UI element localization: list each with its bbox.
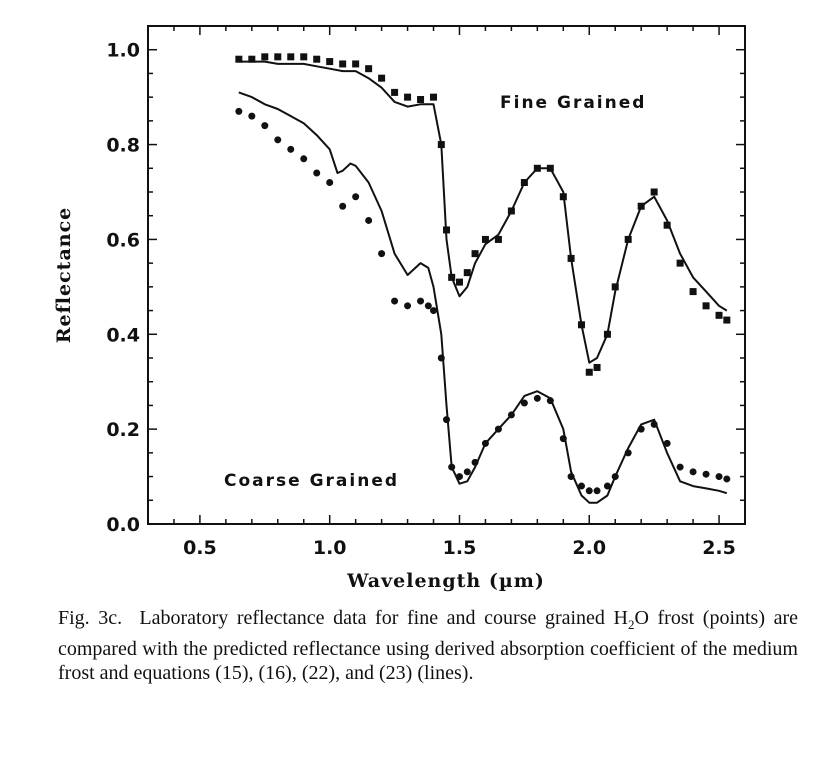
data-point [404,93,412,101]
data-point [287,145,295,153]
data-point [676,463,684,471]
y-tick-label: 0.6 [106,229,140,251]
data-point [471,250,479,258]
data-point [494,235,502,243]
y-axis-title: Reflectance [53,207,75,344]
data-point [326,179,334,187]
series-layer [235,53,731,504]
x-tick-label: 2.5 [702,537,736,559]
data-point [603,482,611,490]
data-point [577,482,585,490]
data-point [689,468,697,476]
data-point [611,283,619,291]
data-point [481,235,489,243]
data-point [520,399,528,407]
data-point [313,55,321,63]
data-point [663,221,671,229]
data-point [463,468,471,476]
data-point [378,250,386,258]
data-point [339,202,347,210]
axis-ticks [147,25,746,525]
caption-text-start: Laboratory reflectance data for fine and… [139,607,628,629]
data-point [663,439,671,447]
data-point [585,487,593,495]
data-point [430,93,438,101]
tick-labels: 0.5 1.0 1.5 2.0 2.5 0.0 0.2 0.4 0.6 0.8 1.0 [106,40,736,559]
y-tick-label: 1.0 [106,40,140,62]
data-point [463,269,471,277]
data-point [378,74,386,82]
reflectance-chart: 0.5 1.0 1.5 2.0 2.5 0.0 0.2 0.4 0.6 0.8 1.0 Fine G… [53,25,746,592]
data-point [352,193,360,201]
data-point [676,259,684,267]
data-point [702,302,710,310]
data-point [585,368,593,376]
data-point [391,297,399,305]
caption-text-end: O frost (points) are compared with the p… [58,607,799,684]
data-point [326,58,334,66]
data-point [715,473,723,481]
data-point [430,307,438,315]
coarse-grained-model-line [238,91,728,504]
plot-frame [147,25,746,525]
data-point [391,88,399,96]
data-point [300,155,308,163]
x-axis-title: Wavelength (µm) [346,570,545,592]
data-point [248,55,256,63]
data-point [650,188,658,196]
data-point [274,136,282,144]
data-point [313,169,321,177]
data-point [702,470,710,478]
data-point [404,302,412,310]
data-point [235,55,243,63]
y-tick-label: 0.4 [106,324,140,346]
y-tick-label: 0.0 [106,514,140,536]
data-point [287,53,295,61]
caption-subscript: 2 [627,617,635,632]
x-tick-label: 0.5 [183,537,217,559]
data-point [723,316,731,324]
data-point [248,112,256,120]
data-point [352,60,360,68]
y-tick-label: 0.2 [106,419,140,441]
annotation-fine-grained: Fine Grained [500,93,646,113]
x-tick-label: 2.0 [572,537,606,559]
annotation-coarse-grained: Coarse Grained [224,471,399,491]
x-tick-label: 1.5 [443,537,477,559]
data-point [424,302,432,310]
fine-grained-model-line [238,60,728,364]
fine-grained-data-points [235,53,731,376]
data-point [533,394,541,402]
data-point [593,487,601,495]
coarse-grained-data-points [235,107,731,495]
data-point [235,107,243,115]
data-point [365,216,373,224]
data-point [689,288,697,296]
data-point [365,65,373,73]
data-point [455,278,463,286]
data-point [274,53,282,61]
caption-label: Fig. 3c. [58,607,123,629]
data-point [715,311,723,319]
data-point [300,53,308,61]
data-point [723,475,731,483]
x-tick-label: 1.0 [313,537,347,559]
y-tick-label: 0.8 [106,135,140,157]
data-point [417,297,425,305]
data-point [261,53,269,61]
data-point [339,60,347,68]
data-point [593,363,601,371]
figure-caption: Fig. 3c. Laboratory reflectance data for… [58,606,798,685]
data-point [261,122,269,130]
data-point [417,96,425,104]
